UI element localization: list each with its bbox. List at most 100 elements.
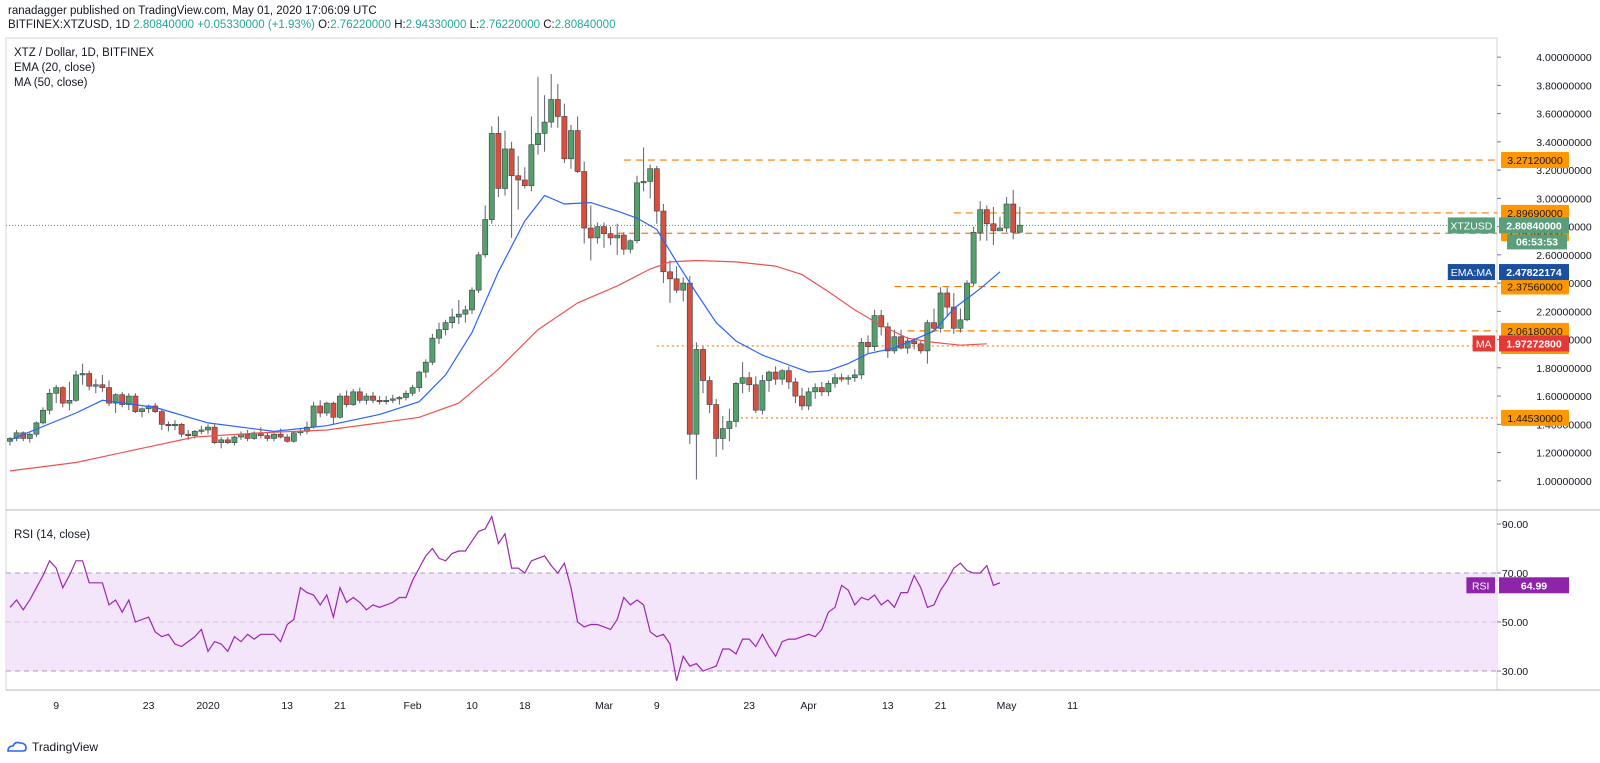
price-tick-label: 1.20000000 [1536, 448, 1592, 460]
candle [561, 103, 568, 164]
candle-body [561, 116, 568, 160]
candle [693, 342, 700, 480]
candle [139, 407, 145, 418]
candle [66, 381, 73, 411]
level-tag-label: 2.89690000 [1507, 208, 1563, 220]
ma-legend[interactable]: MA (50, close) [14, 77, 88, 89]
rsi-legend[interactable]: RSI (14, close) [14, 529, 91, 541]
candle-body [495, 133, 502, 189]
candle [640, 147, 647, 192]
candle [1003, 196, 1010, 233]
candle [766, 370, 772, 392]
candle-body [112, 394, 119, 404]
candle [198, 425, 205, 435]
candle [469, 287, 475, 315]
candle [660, 204, 667, 284]
candle [620, 232, 627, 255]
candle [990, 206, 997, 245]
candle [515, 155, 522, 210]
tradingview-logo[interactable]: TradingView [6, 740, 98, 754]
candle [541, 95, 548, 152]
candle-body [271, 433, 277, 439]
candle [627, 239, 634, 254]
candle [238, 431, 244, 440]
rsi-tick-label: 30.00 [1502, 666, 1528, 678]
countdown-bg [1507, 234, 1567, 250]
candle [931, 308, 937, 332]
candles [7, 74, 1023, 480]
candle [172, 420, 178, 430]
candle-body [964, 282, 970, 321]
candle [568, 124, 574, 169]
candle-body [752, 384, 759, 411]
ema-legend[interactable]: EMA (20, close) [14, 62, 96, 74]
candle [891, 329, 898, 354]
candle [878, 309, 885, 336]
time-tick-label: 9 [53, 700, 59, 712]
current-price-value-bg [1499, 217, 1569, 234]
candle-body [818, 387, 825, 393]
candle-body [416, 371, 423, 388]
candle-body [449, 316, 456, 323]
close-label: C: [543, 19, 555, 31]
candle-body [832, 377, 838, 384]
candle-body [686, 282, 693, 435]
rsi-tick-label: 50.00 [1502, 617, 1528, 629]
candle-body [264, 435, 271, 439]
candle [178, 422, 185, 438]
candle [680, 277, 687, 302]
candle [92, 379, 99, 394]
price-tick-label: 4.00000000 [1536, 52, 1592, 64]
candle-body [541, 121, 548, 134]
last-price: 2.80840000 [133, 19, 195, 31]
candle [594, 222, 601, 244]
current-price-tag-bg [1447, 217, 1495, 234]
candle [535, 76, 541, 155]
level-tag: 1.44530000 [1501, 409, 1569, 426]
candle-body [871, 315, 878, 347]
candle [607, 226, 614, 245]
candle-body [436, 329, 442, 339]
candle [297, 428, 304, 436]
candle-body [587, 227, 594, 239]
candle [634, 175, 640, 244]
candle [647, 164, 654, 199]
candle [119, 391, 126, 408]
symbol-label[interactable]: BITFINEX:XTZUSD, 1D [8, 19, 131, 31]
candle [746, 372, 753, 392]
candle-body [634, 182, 640, 242]
candle [673, 266, 680, 293]
candle [290, 431, 297, 443]
candle [442, 319, 449, 336]
candle-body [891, 336, 898, 352]
price-tick-label: 1.00000000 [1536, 476, 1592, 488]
candle [825, 380, 832, 397]
ma-value-value-bg [1499, 335, 1569, 352]
candle-body [1010, 203, 1017, 233]
time-tick-label: 13 [882, 700, 894, 712]
candle-body [191, 431, 198, 436]
candle [422, 359, 429, 378]
level-tag: 2.06180000 [1501, 322, 1569, 339]
candle [700, 346, 706, 394]
candle [363, 393, 370, 405]
rsi-value: RSI 64.99 [1466, 577, 1569, 594]
candle-body [482, 219, 489, 256]
candle [244, 429, 251, 442]
ma-value-tag-label: MA [1476, 338, 1492, 350]
candle [1016, 206, 1023, 233]
candle-body [508, 148, 515, 177]
candle [898, 329, 904, 350]
candle-body [73, 374, 79, 401]
candle [779, 369, 786, 385]
candle-body [620, 234, 627, 250]
open-value: O:2.76220000 [318, 19, 391, 31]
candle-body [26, 433, 33, 439]
rsi-tick-label: 70.00 [1502, 568, 1528, 580]
price-tick-label: 3.60000000 [1536, 109, 1592, 121]
candle-body [581, 171, 588, 229]
candle [713, 398, 720, 457]
level-tag-bg [1501, 322, 1569, 339]
price-tick-label: 3.80000000 [1536, 80, 1592, 92]
